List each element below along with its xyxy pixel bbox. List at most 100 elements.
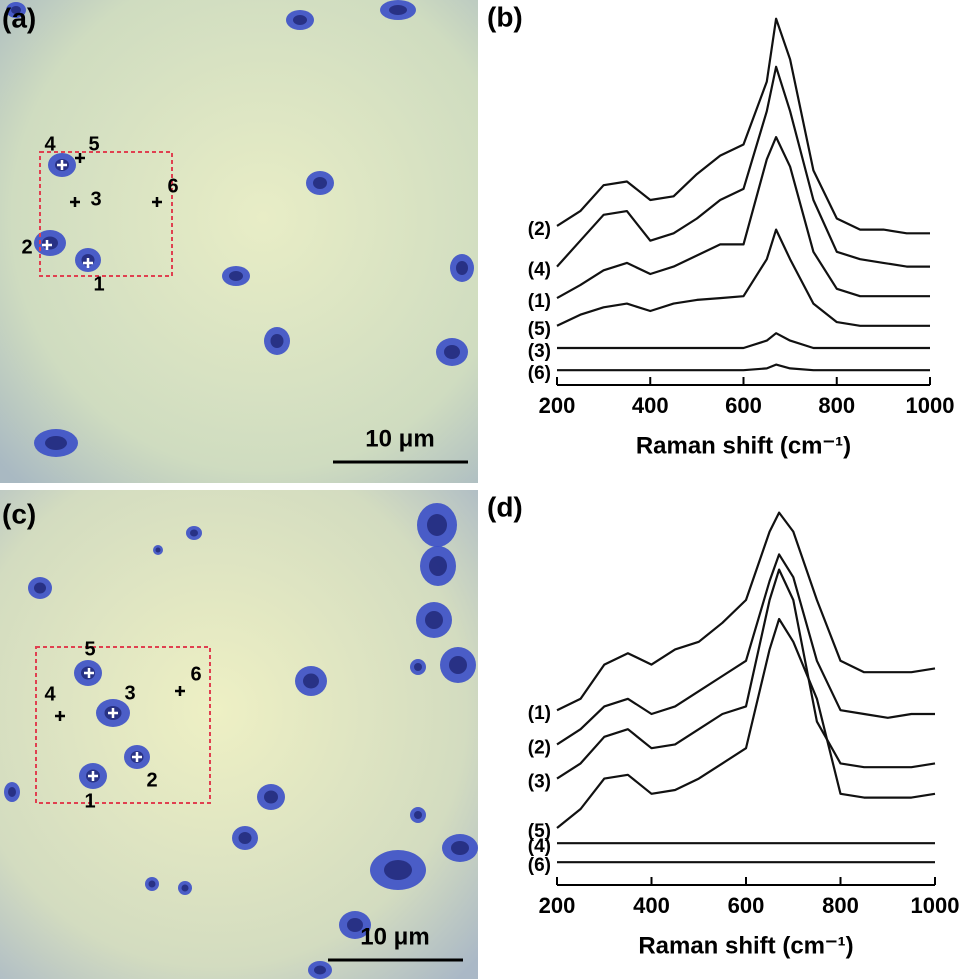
spectrum [556,228,930,327]
point-label: 6 [190,663,201,685]
x-tick-label: 800 [822,893,859,918]
x-tick-label: 200 [539,393,576,418]
spectrum [556,568,936,780]
point-label: 1 [84,790,95,812]
series-label: (5) [528,821,551,842]
point-label: 5 [84,638,95,660]
particle-core [238,832,252,844]
selection-box [39,151,173,277]
spectrum [556,553,935,746]
particle-core [449,656,467,674]
panel-label: (d) [487,491,523,522]
x-tick-label: 600 [728,893,765,918]
x-tick-label: 400 [632,393,669,418]
particle-core [229,271,243,281]
particle-core [8,787,16,797]
panel-label: (b) [487,1,523,32]
series-label: (3) [528,772,551,793]
point-marker [55,711,65,721]
particle-core [11,6,21,14]
scale-label: 10 μm [360,923,429,950]
series-label: (2) [528,737,551,758]
micrograph [0,490,478,979]
x-tick-label: 800 [818,393,855,418]
selection-box [35,646,211,804]
particle-core [148,880,156,888]
point-label: 4 [44,683,56,705]
spectrum [556,17,930,235]
spectrum [556,136,930,300]
x-tick-label: 1000 [911,893,960,918]
particle-core [181,884,189,892]
spectrum [556,511,936,712]
series-label: (6) [528,363,551,384]
point-label: 1 [93,273,104,295]
point-marker [70,197,80,207]
x-tick-label: 200 [539,893,576,918]
particle-core [425,611,443,629]
series-label: (4) [528,836,551,857]
particle-core [293,15,307,25]
particle-core [456,261,468,275]
point-label: 6 [167,175,178,197]
scale-label: 10 μm [365,425,434,452]
particle-core [429,556,447,576]
point-marker [132,752,142,762]
point-label: 2 [21,236,32,258]
points: 1 2 3 4 5 6 1 2 3 4 5 6 [21,133,201,812]
point-marker [152,197,162,207]
point-marker [88,771,98,781]
series-label: (2) [528,219,551,240]
micrograph [0,0,478,483]
spectrum [557,363,930,372]
series-label: (1) [528,291,551,312]
spectrum [557,332,930,350]
point-marker [42,240,52,250]
spectra: 200 400 600 800 1000 Raman shift (cm⁻¹) (b) (2)… [487,1,959,959]
particle-core [384,860,412,880]
particle-core [45,436,67,450]
particle-core [42,236,58,250]
spectrum [556,65,930,268]
particle-core [155,547,161,553]
particle-core [414,663,422,671]
point-marker [108,708,118,718]
panel-label: (c) [2,498,36,529]
point-marker [84,668,94,678]
point-marker [57,160,67,170]
point-marker [175,686,185,696]
x-axis-label: Raman shift (cm⁻¹) [638,932,853,959]
point-label: 2 [146,769,157,791]
particle-core [389,5,407,15]
particle-core [414,811,422,819]
point-label: 3 [90,188,101,210]
series-label: (5) [528,319,551,340]
particle-core [190,529,198,537]
particle-core [313,177,327,189]
particle-core [314,965,326,975]
panel-label: (a) [2,2,36,33]
series-label: (3) [528,341,551,362]
particle-core [264,790,278,804]
series-label: (1) [528,703,551,724]
spectrum [556,617,936,829]
point-label: 5 [88,133,99,155]
particle-core [451,841,469,855]
particle-core [347,918,363,932]
point-label: 3 [124,682,135,704]
point-label: 4 [44,133,56,155]
particle-core [427,514,447,536]
x-axis-label: Raman shift (cm⁻¹) [636,432,851,459]
x-tick-label: 1000 [906,393,955,418]
series-label: (6) [528,855,551,876]
point-marker [83,258,93,268]
particle-core [303,673,319,689]
point-marker [75,153,85,163]
particle-core [34,582,46,594]
series-label: (4) [528,260,551,281]
particle-core [270,334,284,348]
x-tick-label: 400 [633,893,670,918]
particle-core [444,345,460,359]
x-tick-label: 600 [725,393,762,418]
